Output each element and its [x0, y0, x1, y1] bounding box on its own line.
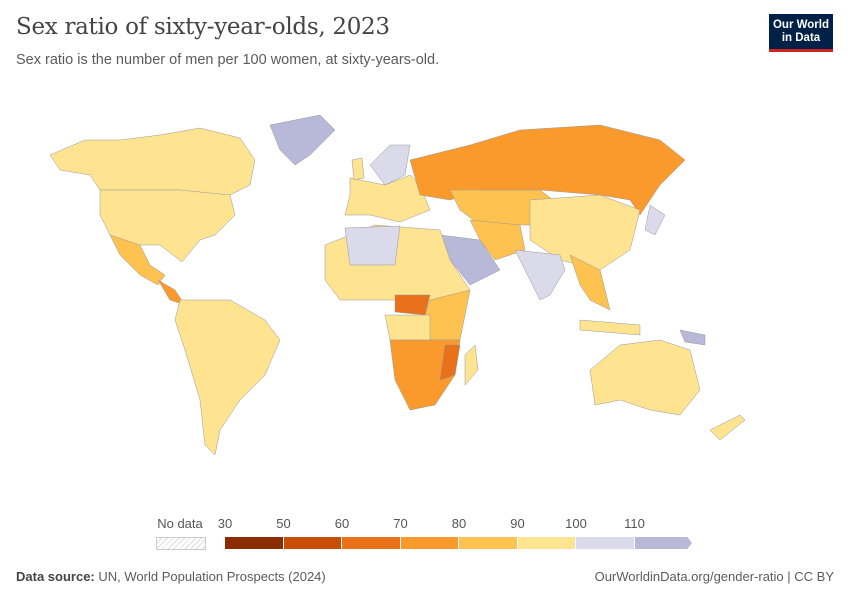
region-south-america[interactable]	[174, 299, 281, 456]
region-japan[interactable]	[644, 204, 666, 236]
region-mozambique[interactable]	[439, 344, 461, 381]
legend-bin[interactable]	[225, 537, 283, 549]
legend-bin[interactable]	[634, 537, 692, 549]
logo-text-1: Our World	[772, 19, 829, 31]
legend-tick-label: 50	[276, 516, 291, 531]
region-papua-new-guinea[interactable]	[679, 329, 706, 346]
legend-bin[interactable]	[576, 537, 634, 549]
legend-bin[interactable]	[459, 537, 517, 549]
region-australia[interactable]	[589, 339, 701, 416]
region-southern-africa[interactable]	[389, 339, 461, 411]
legend-tick-label: 70	[393, 516, 408, 531]
legend-bin[interactable]	[283, 537, 341, 549]
region-madagascar[interactable]	[464, 344, 479, 386]
region-greenland[interactable]	[269, 114, 336, 166]
source-text: UN, World Population Prospects (2024)	[98, 569, 326, 584]
region-scandinavia[interactable]	[369, 144, 411, 186]
legend-tick-label: 90	[510, 516, 525, 531]
region-indonesia[interactable]	[579, 319, 641, 336]
legend-tick-label: 30	[217, 516, 233, 531]
region-new-zealand[interactable]	[709, 414, 746, 441]
region-china[interactable]	[529, 194, 641, 271]
region-iran-afghanistan[interactable]	[469, 219, 526, 261]
region-congo-basin[interactable]	[384, 314, 431, 341]
no-data-label: No data	[157, 516, 203, 531]
legend-tick-label: 60	[334, 516, 350, 531]
legend-tick-label: 110	[624, 516, 645, 531]
legend-bin[interactable]	[517, 537, 575, 549]
logo-text-2: in Data	[781, 32, 821, 44]
legend-tick-label: 80	[451, 516, 467, 531]
chart-title: Sex ratio of sixty-year-olds, 2023	[16, 14, 390, 40]
chart-subtitle: Sex ratio is the number of men per 100 w…	[16, 52, 440, 68]
region-southeast-asia[interactable]	[569, 254, 611, 311]
owid-logo[interactable]: Our World in Data	[769, 14, 833, 52]
data-source: Data source: UN, World Population Prospe…	[16, 569, 326, 584]
region-europe[interactable]	[344, 174, 431, 223]
region-algeria-libya[interactable]	[344, 225, 401, 266]
region-canada-alaska[interactable]	[49, 127, 256, 201]
color-legend: No data 30 50 60 70 80 90 100 110	[150, 516, 710, 556]
region-uk[interactable]	[351, 157, 365, 181]
region-central-africa[interactable]	[394, 294, 431, 316]
region-mexico[interactable]	[109, 234, 166, 286]
footer-url[interactable]: OurWorldinData.org/gender-ratio | CC BY	[594, 569, 834, 584]
legend-bin[interactable]	[342, 537, 400, 549]
source-label: Data source:	[16, 569, 95, 584]
no-data-swatch[interactable]	[156, 537, 206, 550]
region-india[interactable]	[514, 249, 566, 301]
legend-bin[interactable]	[400, 537, 458, 549]
legend-tick-label: 100	[565, 516, 587, 531]
